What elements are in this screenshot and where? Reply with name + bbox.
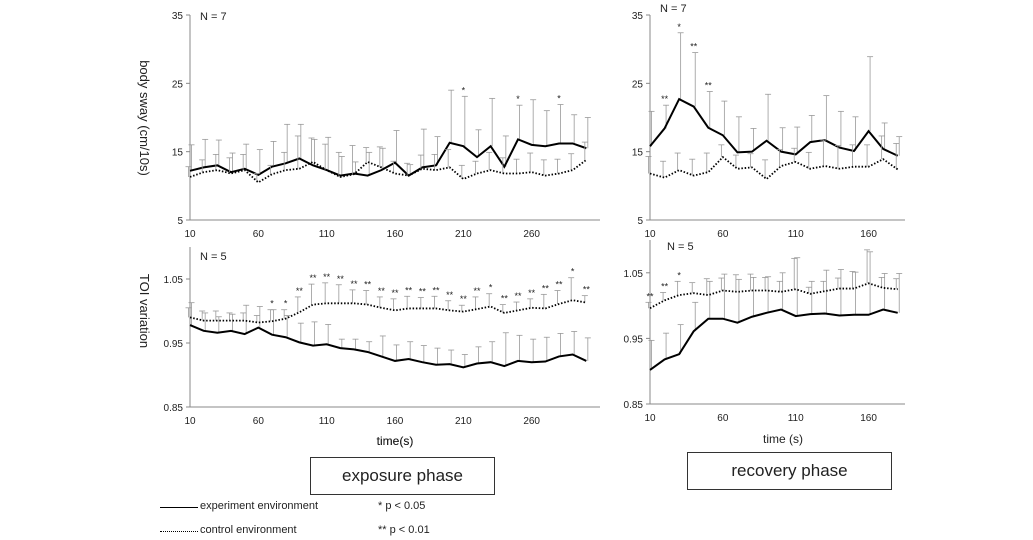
toi-recovery-y-tick-label: 1.05: [624, 269, 644, 280]
sway-recovery-x-tick-label: 160: [860, 229, 877, 240]
toi-recovery-sig-marker: *: [677, 270, 681, 280]
toi-exposure-sig-marker: **: [446, 290, 454, 300]
toi-exposure-sig-marker: **: [514, 291, 522, 301]
legend-experiment-label: experiment environment: [200, 500, 319, 512]
legend-sig-p01: ** p < 0.01: [378, 524, 430, 536]
toi-exposure-sig-marker: **: [473, 286, 481, 296]
sway-recovery-y-tick-label: 25: [632, 79, 644, 90]
sway-exposure-n-label: N = 7: [200, 11, 227, 23]
toi-exposure-sig-marker: *: [571, 267, 575, 277]
sway-exposure-sig-marker: *: [516, 94, 520, 104]
toi-exposure-sig-marker: **: [296, 286, 304, 296]
toi-exposure-sig-marker: **: [323, 272, 331, 282]
toi-exposure-x-tick-label: 160: [387, 416, 404, 427]
toi-exposure-sig-marker: **: [378, 286, 386, 296]
sway-exposure-y-tick-label: 15: [172, 148, 184, 159]
toi-recovery-y-tick-label: 0.95: [624, 334, 644, 345]
toi-exposure-sig-marker: **: [350, 279, 358, 289]
sway-recovery-sig-marker: **: [661, 94, 669, 104]
toi-exposure-sig-marker: **: [542, 283, 550, 293]
toi-exposure-sig-marker: **: [405, 285, 413, 295]
toi-exposure-x-tick-label: 10: [184, 416, 196, 427]
toi-recovery-x-tick-label: 160: [860, 413, 877, 424]
toi-exposure-x-tick-label: 260: [523, 416, 540, 427]
legend-control-label: control environment: [200, 524, 297, 536]
sway-exposure-y-tick-label: 35: [172, 11, 184, 22]
sway-recovery-x-tick-label: 110: [788, 229, 804, 240]
toi-recovery-sig-marker: **: [661, 281, 669, 291]
sway-exposure-x-tick-label: 210: [455, 229, 472, 240]
sway-exposure-x-tick-label: 260: [523, 229, 540, 240]
sway-exposure-x-tick-label: 160: [387, 229, 404, 240]
toi-exposure-sig-marker: **: [432, 285, 440, 295]
sway-exposure-y-tick-label: 5: [177, 216, 183, 227]
sway-recovery-x-tick-label: 10: [644, 229, 656, 240]
sway-exposure-sig-marker: *: [557, 94, 561, 104]
toi-exposure-sig-marker: **: [528, 288, 536, 298]
sway-exposure-x-tick-label: 110: [319, 229, 335, 240]
toi-recovery-x-axis-label: time (s): [763, 432, 803, 446]
toi-exposure-sig-marker: **: [555, 280, 563, 290]
sway-exposure-x-axis-label: time(s): [377, 434, 414, 448]
sway-recovery-sig-marker: **: [690, 42, 698, 52]
toi-recovery-experiment-line: [649, 308, 898, 371]
sway-exposure-control-line: [189, 159, 587, 184]
toi-exposure-y-tick-label: 0.95: [164, 339, 184, 350]
sway-exposure-x-tick-label: 60: [253, 229, 265, 240]
toi-exposure-sig-marker: **: [583, 285, 591, 295]
toi-exposure-sig-marker: **: [501, 294, 509, 304]
toi-exposure-sig-marker: *: [284, 299, 288, 309]
toi-exposure-y-axis-label: TOI variation: [137, 274, 152, 348]
legend-sig-p05: * p < 0.05: [378, 500, 426, 512]
toi-exposure-sig-marker: **: [419, 287, 427, 297]
toi-exposure-x-tick-label: 110: [319, 416, 335, 427]
sway-recovery-control-line: [649, 155, 899, 181]
toi-exposure-x-tick-label: 60: [253, 416, 265, 427]
sway-recovery-sig-marker: **: [705, 81, 713, 91]
exposure-phase-label: exposure phase: [310, 457, 495, 495]
sway-exposure-y-axis-label: body sway (cm/10s): [137, 60, 152, 176]
toi-exposure-experiment-line: [189, 324, 587, 369]
toi-recovery-n-label: N = 5: [667, 241, 694, 253]
sway-exposure-experiment-line: [189, 138, 587, 177]
toi-exposure-n-label: N = 5: [200, 251, 227, 263]
toi-exposure-x-axis-label: time(s): [377, 434, 414, 448]
sway-exposure-y-tick-label: 25: [172, 79, 184, 90]
recovery-phase-label: recovery phase: [687, 452, 892, 490]
sway-recovery-y-tick-label: 35: [632, 11, 644, 22]
sway-recovery-experiment-line: [649, 97, 899, 157]
toi-exposure-x-tick-label: 210: [455, 416, 472, 427]
toi-recovery-y-tick-label: 0.85: [624, 400, 644, 411]
sway-recovery-n-label: N = 7: [660, 3, 687, 15]
legend-control-line: [160, 531, 198, 532]
sway-recovery-sig-marker: *: [677, 22, 681, 32]
toi-exposure-sig-marker: *: [270, 299, 274, 309]
toi-exposure-sig-marker: **: [337, 274, 345, 284]
toi-recovery-x-tick-label: 110: [788, 413, 804, 424]
sway-recovery-y-tick-label: 15: [632, 148, 644, 159]
toi-recovery-sig-marker: **: [646, 291, 654, 301]
toi-recovery-x-tick-label: 60: [717, 413, 729, 424]
toi-recovery-x-tick-label: 10: [644, 413, 656, 424]
sway-recovery-y-tick-label: 5: [637, 216, 643, 227]
sway-recovery-x-tick-label: 60: [717, 229, 729, 240]
toi-exposure-sig-marker: **: [309, 273, 317, 283]
toi-exposure-sig-marker: **: [391, 288, 399, 298]
toi-exposure-sig-marker: **: [460, 294, 468, 304]
toi-exposure-control-line: [189, 299, 587, 324]
sway-exposure-sig-marker: *: [462, 85, 466, 95]
toi-exposure-sig-marker: **: [364, 280, 372, 290]
sway-exposure-x-tick-label: 10: [184, 229, 196, 240]
legend-experiment-line: [160, 507, 198, 508]
toi-exposure-y-tick-label: 1.05: [164, 275, 184, 286]
toi-recovery-control-line: [649, 282, 898, 310]
toi-exposure-sig-marker: *: [489, 283, 493, 293]
toi-exposure-y-tick-label: 0.85: [164, 403, 184, 414]
